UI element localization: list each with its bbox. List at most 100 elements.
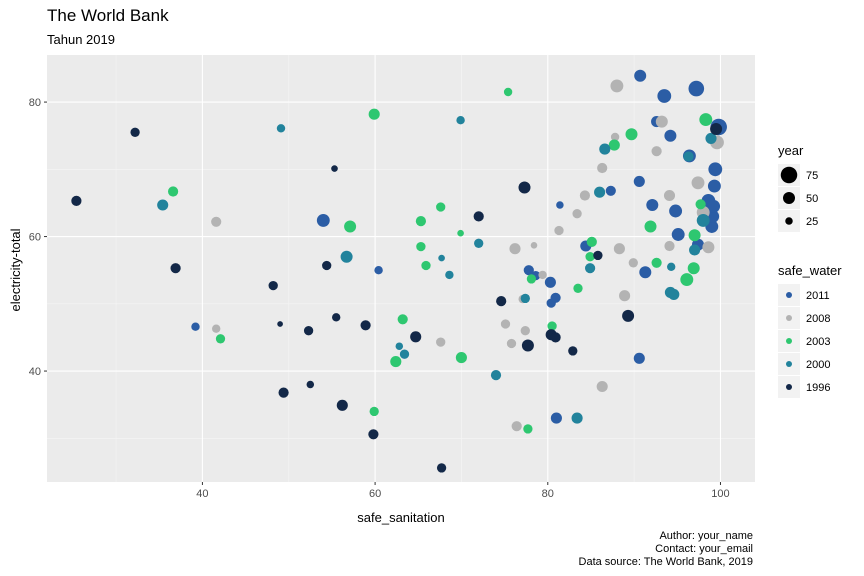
data-point — [473, 211, 484, 222]
data-point — [655, 115, 668, 128]
data-point — [421, 260, 431, 271]
caption-source: Data source: The World Bank, 2019 — [578, 556, 753, 568]
data-point — [688, 80, 705, 97]
data-point — [657, 89, 672, 103]
data-point — [490, 370, 502, 381]
data-point — [521, 339, 534, 352]
data-points — [71, 69, 727, 473]
data-point — [390, 356, 402, 368]
data-point — [667, 262, 676, 271]
data-point — [705, 132, 717, 144]
data-point — [360, 320, 371, 331]
data-point — [689, 244, 701, 256]
data-point — [633, 175, 645, 187]
data-point — [456, 116, 465, 125]
plot-panel — [47, 55, 755, 482]
data-point — [579, 190, 591, 201]
data-point — [368, 108, 380, 120]
data-point — [344, 220, 357, 233]
data-point — [520, 326, 530, 336]
data-point — [696, 213, 710, 227]
data-point — [619, 290, 631, 302]
x-tick-label: 40 — [196, 488, 208, 500]
color-legend-symbol — [786, 338, 792, 344]
size-legend: year 75 50 25 — [778, 143, 818, 232]
data-point — [511, 421, 522, 432]
axis-ticks: 40 60 80 100 40 60 80 — [29, 97, 730, 500]
data-point — [303, 326, 314, 336]
data-point — [395, 342, 404, 350]
data-point — [622, 309, 635, 322]
data-point — [438, 254, 445, 262]
size-legend-label: 75 — [806, 170, 818, 182]
color-legend-label: 2008 — [806, 313, 830, 325]
data-point — [664, 240, 675, 252]
data-point — [707, 199, 721, 213]
color-legend-symbol — [786, 361, 792, 367]
data-point — [651, 257, 662, 268]
data-point — [633, 352, 645, 364]
data-point — [668, 288, 680, 300]
data-point — [708, 162, 723, 177]
caption-author: Author: your_name — [659, 530, 753, 542]
color-legend-label: 2003 — [806, 336, 830, 348]
data-point — [277, 321, 283, 327]
data-point — [691, 176, 705, 190]
data-point — [322, 260, 332, 271]
color-legend-symbol — [786, 292, 792, 298]
data-point — [306, 380, 315, 389]
data-point — [331, 165, 338, 172]
x-tick-label: 100 — [711, 488, 729, 500]
data-point — [374, 266, 383, 275]
data-point — [368, 429, 379, 440]
chart-title: The World Bank — [47, 6, 169, 25]
color-legend-title: safe_water — [778, 263, 842, 278]
size-legend-label: 50 — [806, 193, 818, 205]
data-point — [130, 127, 140, 137]
data-point — [688, 229, 701, 242]
data-point — [628, 258, 638, 268]
data-point — [530, 242, 538, 249]
data-point — [500, 319, 511, 329]
data-point — [651, 146, 662, 157]
data-point — [509, 243, 521, 255]
data-point — [332, 313, 341, 322]
data-point — [695, 199, 706, 210]
y-tick-label: 40 — [29, 366, 41, 378]
color-legend-label: 2011 — [806, 290, 830, 302]
data-point — [71, 195, 82, 206]
data-point — [211, 216, 222, 227]
data-point — [610, 79, 624, 93]
size-legend-symbol — [783, 192, 795, 204]
color-legend: safe_water 2011 2008 2003 2000 1996 — [778, 263, 842, 398]
data-point — [599, 143, 611, 155]
data-point — [276, 124, 286, 133]
data-point — [212, 324, 221, 333]
data-point — [586, 236, 597, 247]
data-point — [568, 346, 578, 356]
data-point — [687, 262, 700, 275]
data-point — [596, 380, 608, 393]
y-tick-label: 80 — [29, 97, 41, 109]
x-tick-label: 60 — [369, 488, 381, 500]
data-point — [506, 338, 517, 349]
color-legend-symbol — [786, 384, 792, 390]
data-point — [503, 87, 513, 97]
data-point — [457, 229, 464, 237]
data-point — [215, 334, 226, 344]
data-point — [547, 321, 557, 331]
data-point — [680, 273, 694, 287]
data-point — [597, 162, 608, 174]
chart-subtitle: Tahun 2019 — [47, 32, 115, 47]
data-point — [445, 270, 454, 280]
data-point — [455, 352, 467, 364]
data-point — [669, 204, 683, 218]
data-point — [573, 283, 583, 293]
size-legend-title: year — [778, 143, 804, 158]
data-point — [699, 113, 713, 127]
data-point — [520, 293, 530, 304]
data-point — [585, 252, 595, 262]
data-point — [538, 270, 547, 280]
data-point — [613, 243, 625, 255]
data-point — [399, 349, 410, 359]
